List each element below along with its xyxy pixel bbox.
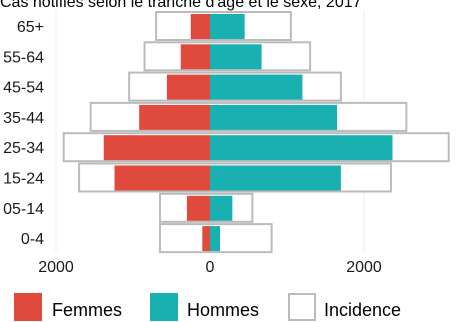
y-tick-label-0-4: 0-4 xyxy=(21,231,44,248)
femmes-bar-0-4 xyxy=(202,226,210,252)
femmes-bar-55-64 xyxy=(180,44,210,70)
femmes-bar-45-54 xyxy=(166,74,210,100)
legend-label-incidence: Incidence xyxy=(324,300,402,320)
femmes-bar-15-24 xyxy=(114,165,210,191)
hommes-bar-65+ xyxy=(210,14,245,39)
y-tick-label-55-64: 55-64 xyxy=(3,49,44,66)
femmes-bar-35-44 xyxy=(139,104,210,130)
hommes-bar-0-4 xyxy=(210,226,221,252)
hommes-bar-05-14 xyxy=(210,195,233,221)
femmes-bar-25-34 xyxy=(103,135,210,161)
x-tick-label-0: 2000 xyxy=(38,259,74,276)
hommes-bar-15-24 xyxy=(210,165,341,191)
chart-title: Cas notifiés selon le tranche d'âge et l… xyxy=(0,0,362,11)
hommes-swatch xyxy=(150,293,178,321)
femmes-bar-65+ xyxy=(190,14,210,39)
incidence-swatch xyxy=(288,293,316,321)
legend-label-femmes: Femmes xyxy=(52,300,123,320)
hommes-bar-25-34 xyxy=(210,135,393,161)
y-tick-label-45-54: 45-54 xyxy=(3,80,44,97)
x-tick-label-2: 2000 xyxy=(346,259,382,276)
hommes-bar-55-64 xyxy=(210,44,262,70)
population-pyramid-chart: 65+ 55-64 45-54 35-44 25-34 15-24 05-14 0-4 2000… xyxy=(3,10,450,276)
hommes-bar-45-54 xyxy=(210,74,303,100)
legend-label-hommes: Hommes xyxy=(187,300,260,320)
x-tick-label-1: 0 xyxy=(206,259,215,276)
y-tick-label-25-34: 25-34 xyxy=(3,140,44,157)
y-tick-label-15-24: 15-24 xyxy=(3,171,44,188)
y-tick-label-05-14: 05-14 xyxy=(3,201,44,218)
legend: Femmes Hommes Incidence xyxy=(0,287,466,321)
y-tick-label-65+: 65+ xyxy=(17,19,44,36)
femmes-swatch xyxy=(14,293,42,321)
femmes-bar-05-14 xyxy=(186,195,210,221)
hommes-bar-35-44 xyxy=(210,104,338,130)
y-tick-label-35-44: 35-44 xyxy=(3,110,44,127)
